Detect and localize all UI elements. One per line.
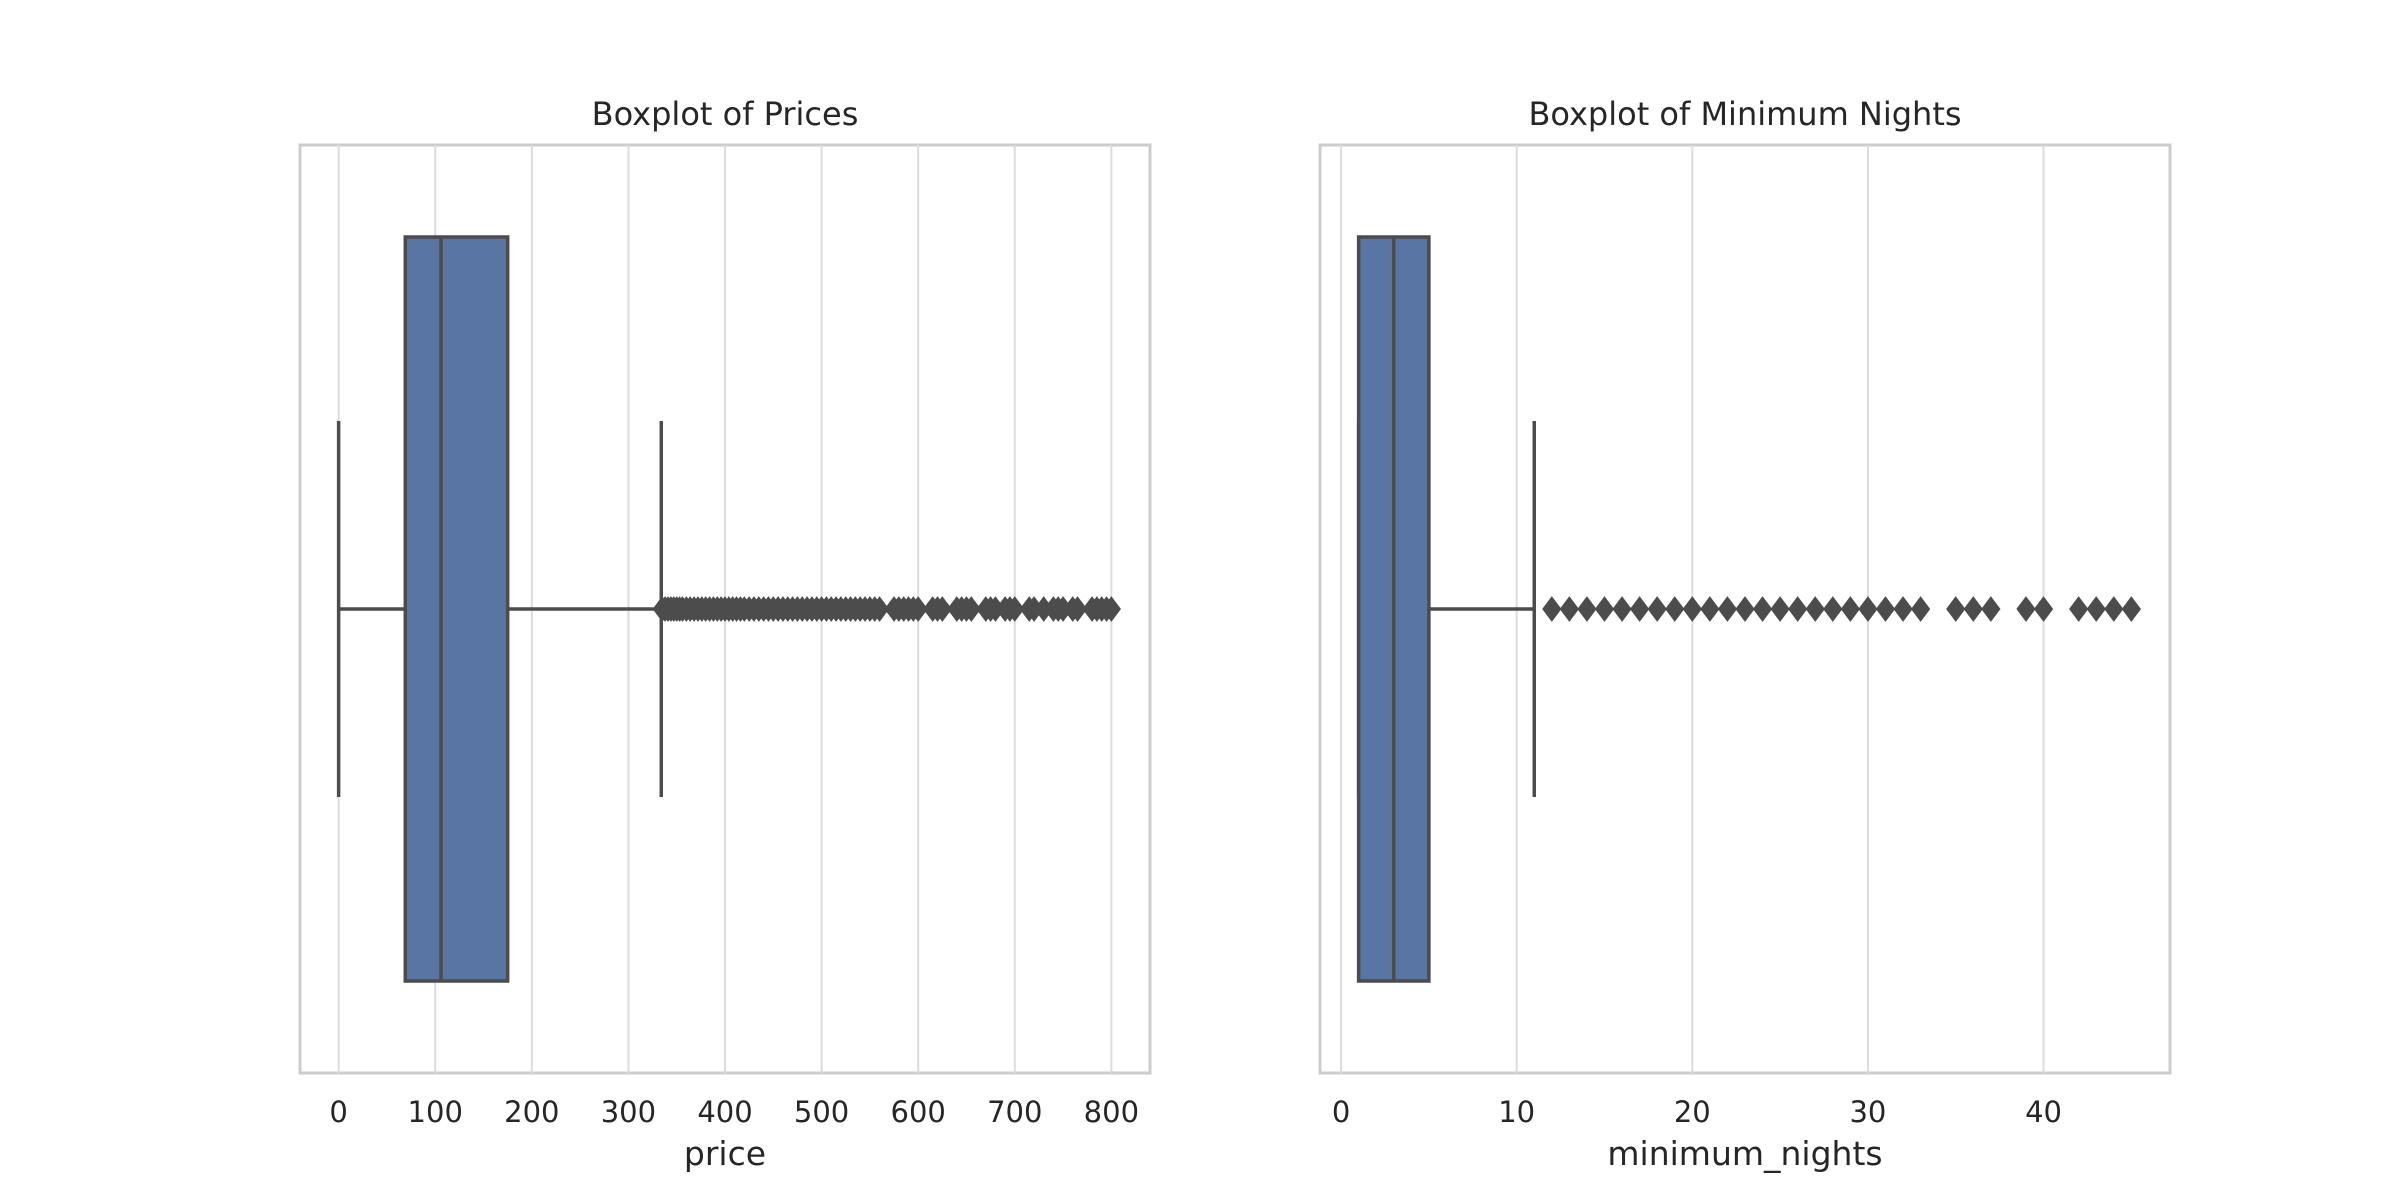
minimum-nights-x-tick-label: 30: [1849, 1095, 1886, 1129]
minimum-nights-x-axis-label: minimum_nights: [1607, 1134, 1882, 1173]
price-outlier-point: [932, 596, 952, 622]
price-x-ticks: 0 100 200 300 400 500 600 700 800: [329, 1095, 1139, 1129]
minimum-nights-outlier-point: [1542, 596, 1562, 622]
minimum-nights-outlier-point: [1910, 596, 1931, 622]
minimum-nights-outlier-point: [1647, 596, 1667, 622]
minimum-nights-x-ticks: 0 10 20 30 40: [1332, 1095, 2062, 1129]
minimum-nights-outlier-point: [1981, 596, 2001, 622]
minimum-nights-outlier-point: [1963, 596, 1983, 622]
price-outlier-point: [1067, 596, 1088, 622]
minimum-nights-outlier-point: [1770, 596, 1790, 622]
minimum-nights-outlier-point: [1665, 596, 1685, 622]
minimum-nights-outlier-point: [2033, 596, 2054, 622]
minimum-nights-outlier-point: [1893, 596, 1913, 622]
minimum-nights-plot-frame: [1318, 143, 2172, 1075]
minimum-nights-outlier-point: [2086, 596, 2106, 622]
minimum-nights-outlier-point: [1840, 596, 1860, 622]
minimum-nights-outlier-point: [1577, 596, 1597, 622]
price-x-tick-label: 100: [408, 1095, 463, 1129]
minimum-nights-outlier-point: [1805, 596, 1825, 622]
minimum-nights-outlier-point: [1875, 596, 1896, 622]
minimum-nights-outlier-point: [1594, 596, 1615, 622]
minimum-nights-outlier-point: [1752, 596, 1773, 622]
price-outlier-point: [1101, 596, 1121, 622]
minimum-nights-x-tick-label: 10: [1498, 1095, 1535, 1129]
minimum-nights-outlier-point: [1612, 596, 1632, 622]
minimum-nights-chart-title: Boxplot of Minimum Nights: [1528, 95, 1961, 133]
price-x-tick-label: 500: [794, 1095, 849, 1129]
minimum-nights-outlier-point: [1823, 596, 1843, 622]
price-chart-title: Boxplot of Prices: [592, 95, 859, 133]
minimum-nights-x-tick-label: 0: [1332, 1095, 1350, 1129]
price-boxplot: [336, 235, 1121, 983]
minimum-nights-outlier-point: [1735, 596, 1755, 622]
minimum-nights-x-tick-label: 20: [1674, 1095, 1711, 1129]
minimum-nights-outlier-point: [2121, 596, 2141, 622]
price-outlier-point: [1005, 596, 1025, 622]
minimum-nights-x-tick-label: 40: [2025, 1095, 2062, 1129]
price-x-tick-label: 0: [329, 1095, 347, 1129]
minimum-nights-outlier-point: [1700, 596, 1720, 622]
minimum-nights-outlier-point: [2104, 596, 2124, 622]
price-outlier-point: [908, 596, 928, 622]
minimum-nights-outlier-point: [2069, 596, 2089, 622]
minimum-nights-outlier-point: [1559, 596, 1580, 622]
minimum-nights-outlier-point: [1630, 596, 1650, 622]
minimum-nights-outlier-point: [1717, 596, 1738, 622]
minimum-nights-outlier-point: [1946, 596, 1966, 622]
minimum-nights-outlier-point: [1858, 596, 1878, 622]
price-x-tick-label: 700: [987, 1095, 1042, 1129]
price-outlier-point: [869, 596, 890, 622]
minimum-nights-boxplot: [1356, 235, 2141, 983]
price-x-axis-label: price: [684, 1134, 766, 1173]
minimum-nights-outlier-point: [1788, 596, 1808, 622]
price-x-tick-label: 600: [891, 1095, 946, 1129]
price-x-tick-label: 200: [504, 1095, 559, 1129]
price-iqr-box: [403, 235, 510, 983]
minimum-nights-boxplot-panel: 0 10 20 30 40 Boxplot of Minimum Nights mini…: [1318, 95, 2172, 1173]
price-boxplot-panel: 0 100 200 300 400 500 600 700 800 Boxplot of Pri…: [298, 95, 1152, 1173]
minimum-nights-outlier-point: [1682, 596, 1702, 622]
price-x-tick-label: 400: [697, 1095, 752, 1129]
price-outlier-point: [961, 596, 981, 622]
minimum-nights-outlier-point: [2016, 596, 2036, 622]
price-x-tick-label: 800: [1084, 1095, 1139, 1129]
price-x-tick-label: 300: [601, 1095, 656, 1129]
